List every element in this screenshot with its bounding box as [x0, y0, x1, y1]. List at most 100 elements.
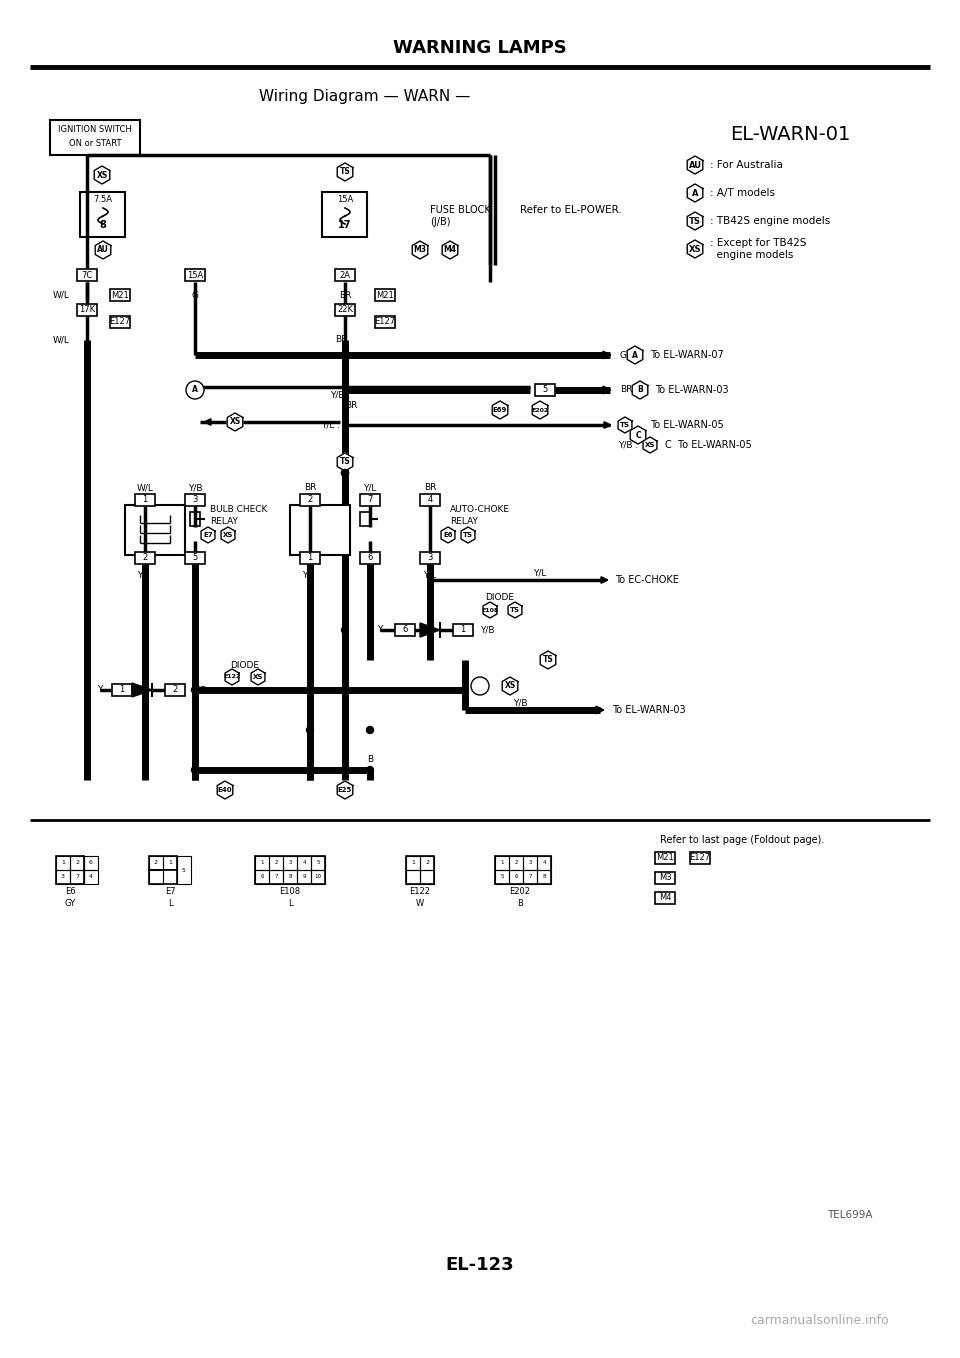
Bar [269, 856, 283, 870]
Text: To EC-CHOKE: To EC-CHOKE [615, 574, 679, 585]
Text: 6: 6 [402, 626, 408, 634]
Bar [163, 856, 177, 870]
Text: DIODE: DIODE [230, 660, 259, 669]
Text: 17: 17 [338, 220, 351, 230]
Text: BR: BR [620, 386, 633, 395]
Text: XS: XS [504, 682, 516, 690]
Bar [149, 870, 163, 884]
Polygon shape [643, 437, 657, 454]
Text: 15A: 15A [187, 270, 204, 280]
Polygon shape [95, 240, 110, 259]
Text: XS: XS [688, 244, 701, 254]
Bar [322, 191, 367, 238]
Bar [110, 316, 130, 329]
Text: 5: 5 [542, 386, 547, 395]
Text: W/L: W/L [53, 335, 70, 345]
Text: 2: 2 [425, 861, 429, 865]
Text: 3: 3 [192, 496, 198, 505]
Text: M3: M3 [414, 246, 426, 254]
Bar [190, 512, 200, 526]
Text: M3: M3 [659, 873, 671, 883]
Bar [375, 316, 395, 329]
Bar [537, 870, 551, 884]
Text: To EL-WARN-03: To EL-WARN-03 [655, 386, 729, 395]
Bar [70, 870, 84, 884]
Bar [77, 304, 97, 316]
Text: 2: 2 [307, 496, 313, 505]
Bar [420, 856, 434, 870]
Text: E122: E122 [224, 675, 241, 679]
Bar [84, 870, 98, 884]
Text: BULB CHECK: BULB CHECK [210, 505, 268, 515]
Text: B: B [517, 899, 523, 907]
Bar [297, 856, 311, 870]
Text: 6: 6 [368, 554, 372, 562]
Text: A: A [192, 386, 198, 395]
Bar [690, 851, 710, 864]
Text: To EL-WARN-07: To EL-WARN-07 [650, 350, 724, 360]
Bar [375, 289, 395, 301]
Text: 1: 1 [142, 496, 148, 505]
Text: E127: E127 [374, 318, 396, 326]
Polygon shape [337, 163, 352, 181]
Text: 3: 3 [427, 554, 433, 562]
Bar [360, 494, 380, 507]
Text: 4: 4 [427, 496, 433, 505]
Text: Y/L :: Y/L : [321, 421, 340, 429]
Text: BR: BR [335, 335, 348, 345]
Polygon shape [687, 183, 703, 202]
Text: Y/B: Y/B [330, 391, 345, 399]
Text: E7: E7 [165, 888, 176, 896]
Bar [297, 870, 311, 884]
Polygon shape [540, 650, 556, 669]
Circle shape [306, 766, 314, 774]
Bar [420, 551, 440, 564]
Polygon shape [630, 426, 646, 444]
Bar [77, 269, 97, 281]
Polygon shape [132, 683, 152, 697]
Text: C  To EL-WARN-05: C To EL-WARN-05 [665, 440, 752, 449]
Text: WARNING LAMPS: WARNING LAMPS [394, 39, 566, 57]
Text: 5: 5 [192, 554, 198, 562]
Text: 6: 6 [89, 861, 93, 865]
Text: B: B [637, 386, 643, 395]
Text: AUTO-CHOKE: AUTO-CHOKE [450, 505, 510, 515]
Polygon shape [461, 527, 475, 543]
Circle shape [342, 626, 348, 633]
Text: RELAY: RELAY [450, 516, 478, 526]
Text: : A/T models: : A/T models [710, 187, 775, 198]
Text: M4: M4 [659, 894, 671, 903]
Text: carmanualsonline.info: carmanualsonline.info [751, 1313, 889, 1327]
Bar [495, 856, 509, 870]
Bar [406, 870, 420, 884]
Text: G: G [620, 350, 627, 360]
Text: E108: E108 [481, 607, 498, 612]
Bar [135, 494, 155, 507]
Text: XS: XS [96, 171, 108, 179]
Bar [453, 623, 473, 636]
Bar [255, 870, 269, 884]
Text: 8: 8 [288, 875, 292, 880]
Text: 2: 2 [142, 554, 148, 562]
Text: TS: TS [689, 216, 701, 225]
Bar [185, 269, 205, 281]
Text: Y: Y [137, 570, 143, 580]
Text: 1: 1 [307, 554, 313, 562]
Text: W/L: W/L [136, 483, 154, 493]
Text: 7C: 7C [82, 270, 92, 280]
Text: TS: TS [340, 167, 350, 177]
Polygon shape [443, 240, 458, 259]
Bar [84, 856, 98, 870]
Text: E108: E108 [279, 888, 300, 896]
Text: 7.5A: 7.5A [93, 196, 112, 205]
Text: 6: 6 [260, 875, 264, 880]
Bar [255, 856, 269, 870]
Text: TS: TS [510, 607, 520, 612]
Bar [420, 494, 440, 507]
Text: Y/B: Y/B [192, 686, 206, 694]
Bar [283, 856, 297, 870]
Text: AU: AU [97, 246, 108, 254]
Text: 1: 1 [61, 861, 65, 865]
Text: M21: M21 [656, 853, 674, 862]
Bar [523, 856, 537, 870]
